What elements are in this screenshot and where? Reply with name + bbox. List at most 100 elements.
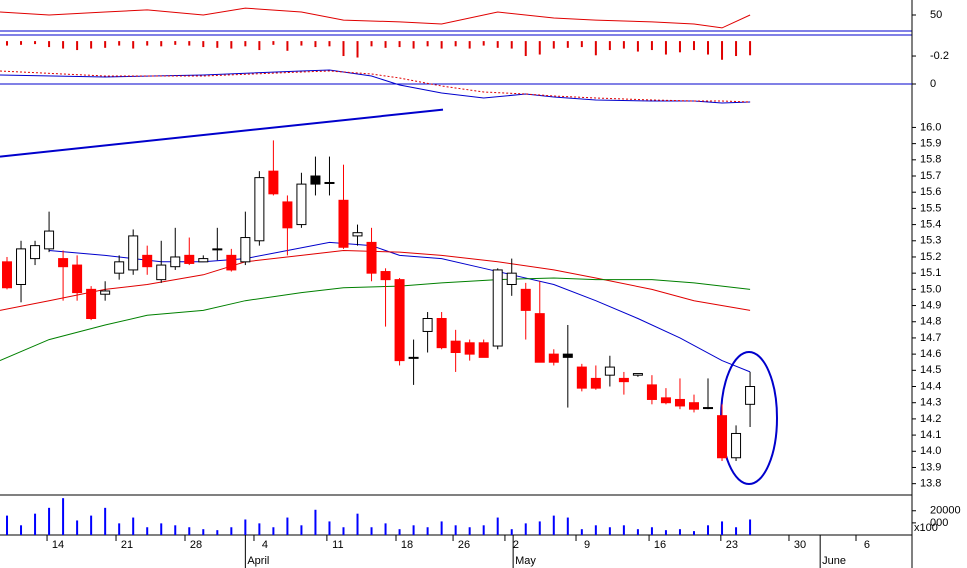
candle-body	[226, 254, 237, 271]
bar	[188, 41, 191, 46]
y-tick-label: 15.4	[920, 218, 941, 230]
bar	[580, 529, 583, 535]
bar	[118, 41, 121, 46]
bar	[468, 527, 471, 535]
x-tick-label: 6	[864, 539, 870, 551]
moving-average	[49, 241, 751, 373]
moving-average	[0, 277, 751, 362]
bar	[272, 527, 275, 535]
bar	[90, 515, 93, 535]
candle-body	[352, 232, 363, 237]
x-tick-label: 11	[332, 539, 343, 551]
candle-body	[590, 377, 601, 389]
candle-body	[296, 183, 307, 226]
x-tick-label: 18	[401, 539, 413, 551]
bar	[272, 41, 275, 45]
y-tick-label: 15.3	[920, 235, 941, 247]
bar	[300, 41, 303, 46]
y-tick-label: 000	[930, 517, 948, 529]
x-tick-label: 23	[726, 539, 738, 551]
bar	[62, 41, 65, 49]
candle-body	[100, 290, 111, 295]
y-tick-label: 14.8	[920, 316, 941, 328]
y-tick-label: 50	[930, 9, 942, 21]
candle-body	[58, 258, 69, 268]
bar	[356, 513, 359, 535]
bar	[678, 529, 681, 535]
line-series	[0, 7, 751, 29]
candle-body	[436, 318, 447, 349]
candle-body	[506, 272, 517, 285]
bar	[735, 41, 738, 57]
bar	[650, 41, 653, 51]
bar	[524, 523, 527, 535]
y-tick-label: 13.9	[920, 461, 941, 473]
bar	[230, 41, 233, 49]
candle-body	[86, 288, 97, 320]
candle-body	[688, 402, 699, 410]
candle-body	[408, 356, 419, 359]
bar	[146, 527, 149, 535]
y-tick-label: -0.2	[930, 50, 949, 62]
bar	[216, 41, 219, 48]
candle-body	[72, 264, 83, 294]
candle-body	[745, 386, 756, 405]
candle-body	[394, 279, 405, 362]
trendline	[0, 108, 444, 158]
y-tick-label: 14.7	[920, 332, 941, 344]
bar	[510, 529, 513, 535]
candle-body	[380, 271, 391, 281]
bar	[496, 517, 499, 535]
bar	[286, 41, 289, 51]
bar	[608, 41, 611, 51]
candle-body	[212, 248, 223, 251]
bar	[664, 41, 667, 55]
bar	[622, 41, 625, 49]
bar	[594, 525, 597, 535]
bar	[34, 513, 37, 535]
candle-body	[731, 432, 742, 459]
bar	[650, 527, 653, 535]
y-tick-label: 14.9	[920, 299, 941, 311]
bar	[230, 527, 233, 535]
bar	[174, 525, 177, 535]
candle-body	[142, 254, 153, 268]
candle-body	[604, 366, 615, 376]
candle-body	[520, 288, 531, 311]
bar	[174, 41, 177, 45]
bar	[482, 525, 485, 535]
y-tick-label: 15.8	[920, 154, 941, 166]
bar	[90, 41, 93, 49]
candle-body	[184, 254, 195, 264]
candle-body	[282, 201, 293, 229]
candle-body	[310, 175, 321, 185]
bar	[398, 529, 401, 535]
bar	[20, 525, 23, 535]
candle-body	[422, 318, 433, 332]
candle-body	[366, 241, 377, 274]
unit-label: x100	[914, 522, 938, 534]
bar	[6, 515, 9, 535]
candle-body	[338, 199, 349, 248]
bar	[244, 519, 247, 535]
bar	[580, 41, 583, 48]
bar	[160, 523, 163, 535]
candle-body	[618, 377, 629, 383]
bar	[34, 41, 37, 45]
bar	[384, 41, 387, 48]
bar	[342, 41, 345, 57]
bar	[202, 41, 205, 48]
candle-body	[464, 342, 475, 355]
month-label: May	[515, 555, 536, 567]
x-tick-label: 14	[52, 539, 64, 551]
x-tick-label: 2	[513, 539, 519, 551]
y-tick-label: 14.4	[920, 380, 941, 392]
bar	[608, 527, 611, 535]
bar	[398, 41, 401, 48]
bar	[314, 41, 317, 48]
bar	[76, 41, 79, 51]
candle-body	[128, 235, 139, 271]
bar	[370, 41, 373, 47]
bar	[749, 519, 752, 535]
bar	[20, 41, 23, 45]
